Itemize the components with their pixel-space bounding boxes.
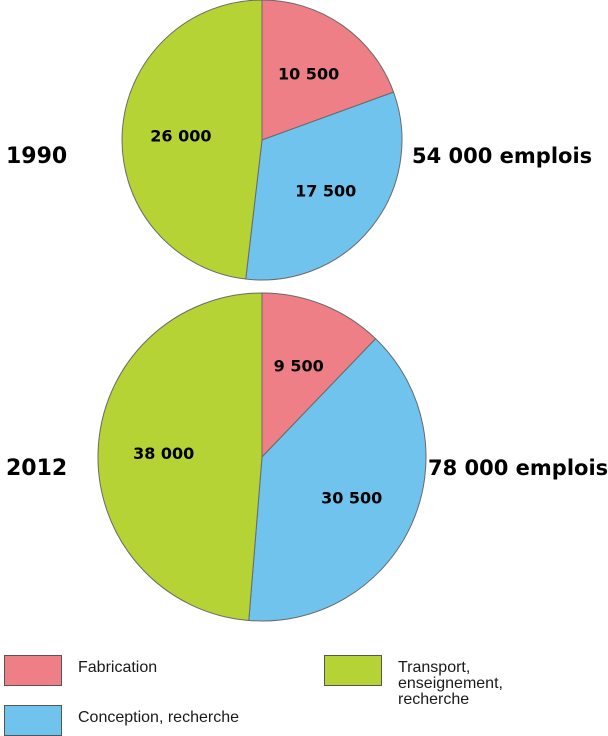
year-label-2012: 2012	[6, 456, 67, 481]
slice-value-label-transport-2012: 38 000	[133, 444, 194, 463]
total-jobs-1990: 54 000 emplois	[412, 144, 592, 168]
slice-value-label-conception-2012: 30 500	[321, 488, 382, 507]
pie-slice-fabrication-1990	[261, 0, 395, 141]
pie-chart-1990: 10 500 17 500 26 000	[121, 0, 403, 281]
pie-slice-conception-2012	[248, 338, 427, 622]
year-label-1990: 1990	[6, 144, 67, 169]
pie-chart-2012: 9 500 30 500 38 000	[97, 292, 427, 622]
pie-slice-fabrication-2012	[261, 292, 377, 459]
total-jobs-2012: 78 000 emplois	[428, 456, 608, 480]
pie-slice-transport-1990	[121, 0, 263, 280]
slice-value-label-fabrication-2012: 9 500	[274, 357, 324, 376]
slice-value-label-conception-1990: 17 500	[295, 181, 356, 200]
pie-slice-conception-1990	[245, 91, 403, 281]
pie-slice-transport-2012	[97, 292, 263, 622]
slice-value-label-fabrication-1990: 10 500	[278, 65, 339, 84]
slice-value-label-transport-1990: 26 000	[150, 126, 211, 145]
